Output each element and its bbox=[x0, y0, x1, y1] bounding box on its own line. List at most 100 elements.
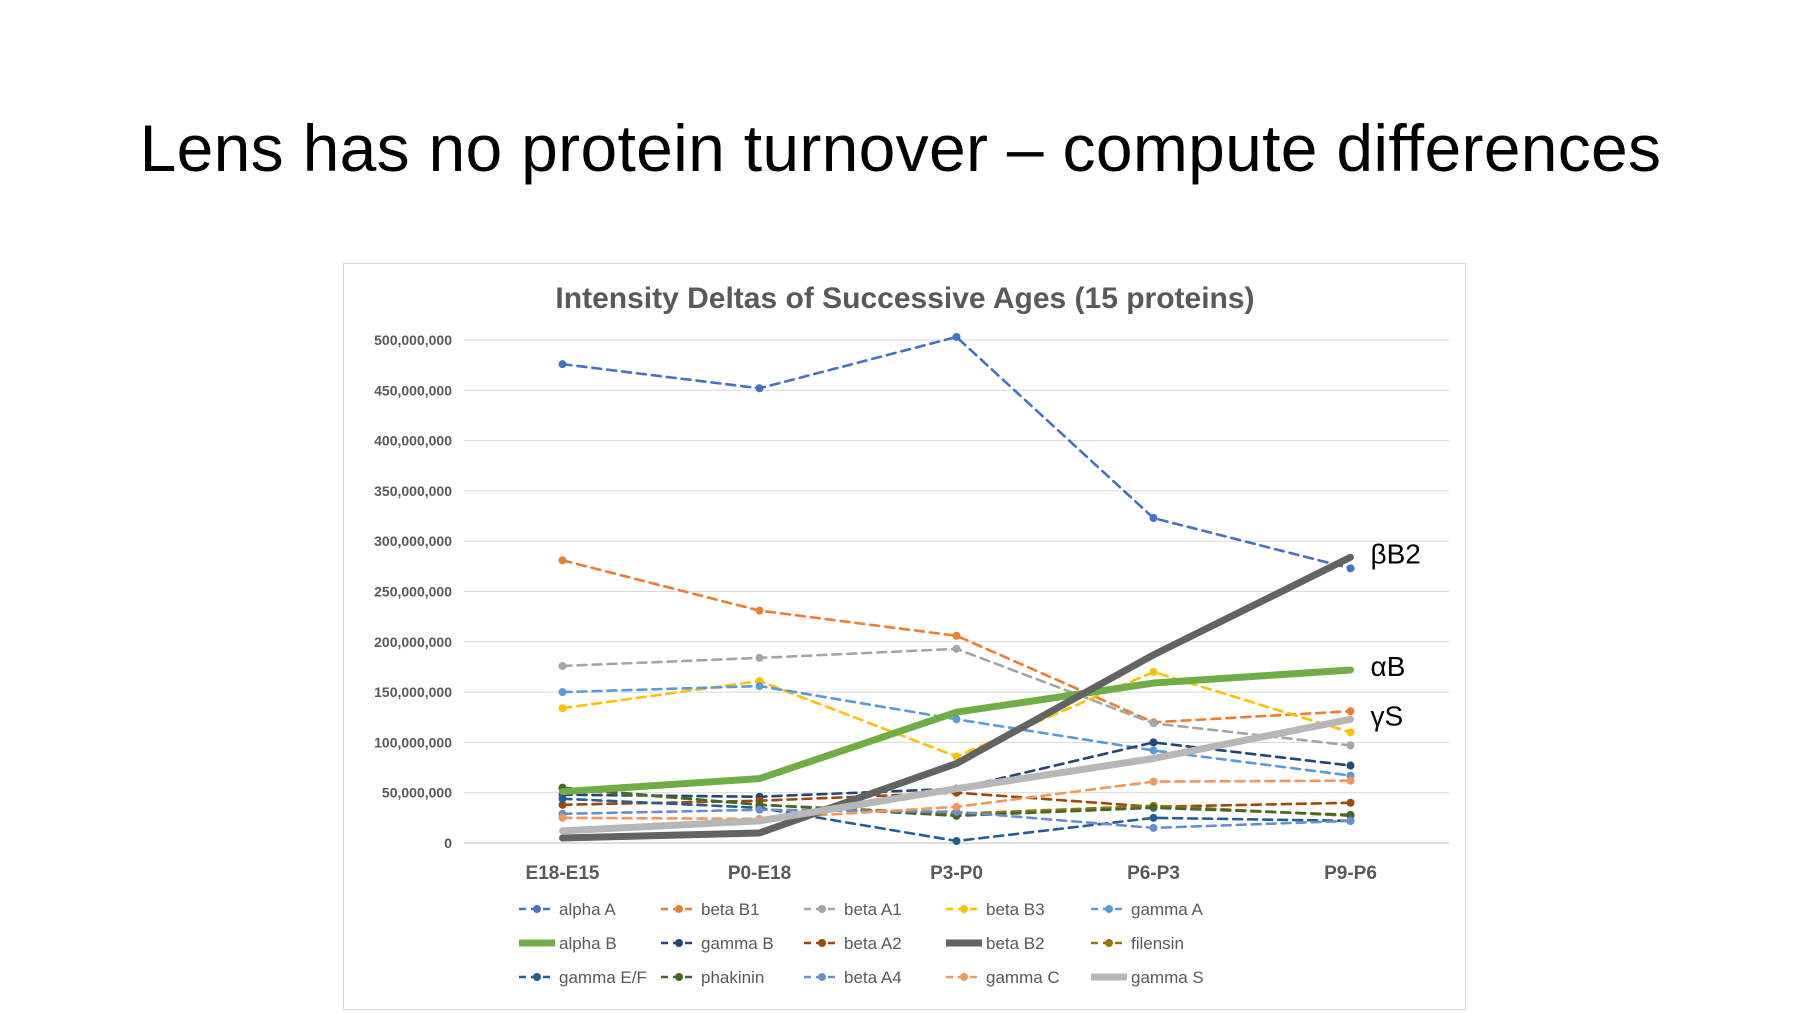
data-point bbox=[1346, 798, 1355, 807]
data-point bbox=[558, 800, 567, 809]
legend-marker bbox=[1105, 939, 1113, 947]
data-point bbox=[558, 688, 567, 697]
data-point bbox=[952, 631, 961, 640]
data-point bbox=[1149, 719, 1158, 728]
data-point bbox=[755, 653, 764, 662]
series-beta-b3 bbox=[558, 667, 1355, 761]
legend-item-beta-b1: beta B1 bbox=[661, 900, 760, 919]
legend-item-phakinin: phakinin bbox=[661, 968, 764, 987]
data-point bbox=[1346, 776, 1355, 785]
y-tick-label: 400,000,000 bbox=[374, 433, 452, 449]
y-tick-label: 100,000,000 bbox=[374, 734, 452, 750]
legend-marker bbox=[533, 905, 541, 913]
legend-item-gamma-b: gamma B bbox=[661, 934, 774, 953]
data-point bbox=[952, 715, 961, 724]
legend-label: gamma E/F bbox=[559, 968, 647, 987]
y-tick-label: 450,000,000 bbox=[374, 382, 452, 398]
x-tick-label: P6-P3 bbox=[1127, 863, 1180, 884]
legend-item-beta-b2: beta B2 bbox=[946, 934, 1045, 953]
data-point bbox=[952, 644, 961, 653]
data-point bbox=[952, 836, 961, 845]
x-axis-ticks: E18-E15 P0-E18 P3-P0 P6-P3 P9-P6 bbox=[526, 863, 1377, 884]
data-point bbox=[1346, 728, 1355, 737]
data-point bbox=[1149, 777, 1158, 786]
series-line-alpha-a bbox=[561, 335, 1352, 570]
legend-item-gamma-a: gamma A bbox=[1091, 900, 1203, 919]
data-point bbox=[558, 794, 567, 803]
data-point bbox=[1346, 741, 1355, 750]
data-point bbox=[558, 661, 567, 670]
series-line-beta-b1 bbox=[561, 559, 1352, 724]
legend-label: beta A4 bbox=[844, 968, 902, 987]
series-beta-a1 bbox=[558, 644, 1355, 750]
grid bbox=[464, 339, 1449, 844]
data-point bbox=[755, 682, 764, 691]
legend-label: filensin bbox=[1131, 934, 1184, 953]
legend-item-gamma-c: gamma C bbox=[946, 968, 1060, 987]
legend-item-filensin: filensin bbox=[1091, 934, 1184, 953]
legend-item-beta-a1: beta A1 bbox=[804, 900, 902, 919]
data-point bbox=[558, 556, 567, 565]
data-point bbox=[1149, 746, 1158, 755]
y-tick-label: 50,000,000 bbox=[382, 785, 452, 801]
legend-label: alpha A bbox=[559, 900, 616, 919]
data-point bbox=[952, 802, 961, 811]
legend-label: gamma C bbox=[986, 968, 1060, 987]
series-alpha-b bbox=[559, 666, 1354, 796]
legend-marker bbox=[818, 905, 826, 913]
series-line-gamma-s bbox=[559, 715, 1354, 835]
annotations: βB2 αB γS bbox=[1371, 538, 1421, 731]
data-point bbox=[1149, 514, 1158, 523]
legend-item-alpha-a: alpha A bbox=[519, 900, 616, 919]
data-point bbox=[755, 384, 764, 393]
legend-item-alpha-b: alpha B bbox=[519, 934, 617, 953]
series-gamma-s bbox=[559, 715, 1354, 835]
annotation-alpha-b: αB bbox=[1371, 651, 1406, 682]
data-point bbox=[952, 332, 961, 341]
y-tick-label: 250,000,000 bbox=[374, 584, 452, 600]
series-alpha-a bbox=[558, 332, 1355, 573]
data-point bbox=[558, 813, 567, 822]
legend-label: beta B3 bbox=[986, 900, 1045, 919]
legend-label: beta A2 bbox=[844, 934, 902, 953]
legend-marker bbox=[675, 973, 683, 981]
series-line-beta-b2 bbox=[559, 553, 1354, 842]
legend-marker bbox=[960, 973, 968, 981]
data-point bbox=[1346, 707, 1355, 716]
legend-item-gamma-s: gamma S bbox=[1091, 968, 1204, 987]
data-point bbox=[755, 805, 764, 814]
legend-label: beta B1 bbox=[701, 900, 760, 919]
y-tick-label: 0 bbox=[444, 835, 452, 851]
chart-frame: Intensity Deltas of Successive Ages (15 … bbox=[343, 263, 1466, 1010]
legend: alpha A beta B1 beta A1 beta B3 gamma A alpha… bbox=[519, 900, 1204, 987]
series-line-alpha-b bbox=[559, 666, 1354, 796]
legend-item-beta-a4: beta A4 bbox=[804, 968, 902, 987]
legend-label: beta B2 bbox=[986, 934, 1045, 953]
data-point bbox=[1346, 810, 1355, 819]
legend-marker bbox=[818, 973, 826, 981]
data-point bbox=[755, 606, 764, 615]
data-point bbox=[558, 704, 567, 713]
data-point bbox=[1149, 803, 1158, 812]
data-point bbox=[1346, 816, 1355, 825]
legend-marker bbox=[675, 905, 683, 913]
data-point bbox=[1149, 813, 1158, 822]
data-point bbox=[1346, 564, 1355, 573]
legend-label: gamma A bbox=[1131, 900, 1203, 919]
legend-label: alpha B bbox=[559, 934, 617, 953]
data-point bbox=[1149, 738, 1158, 747]
slide-title: Lens has no protein turnover – compute d… bbox=[139, 111, 1662, 185]
y-axis-ticks: 0 50,000,000 100,000,000 150,000,000 200,000… bbox=[374, 332, 452, 851]
data-point bbox=[1346, 761, 1355, 770]
legend-marker bbox=[533, 973, 541, 981]
legend-item-beta-b3: beta B3 bbox=[946, 900, 1045, 919]
chart-title: Intensity Deltas of Successive Ages (15 … bbox=[555, 282, 1254, 315]
line-chart: Intensity Deltas of Successive Ages (15 … bbox=[374, 282, 1449, 987]
legend-label: gamma B bbox=[701, 934, 774, 953]
x-tick-label: P0-E18 bbox=[728, 863, 791, 884]
legend-item-beta-a2: beta A2 bbox=[804, 934, 902, 953]
series-beta-b2 bbox=[559, 553, 1354, 842]
annotation-beta-b2: βB2 bbox=[1371, 538, 1421, 569]
legend-marker bbox=[1105, 905, 1113, 913]
y-tick-label: 150,000,000 bbox=[374, 684, 452, 700]
